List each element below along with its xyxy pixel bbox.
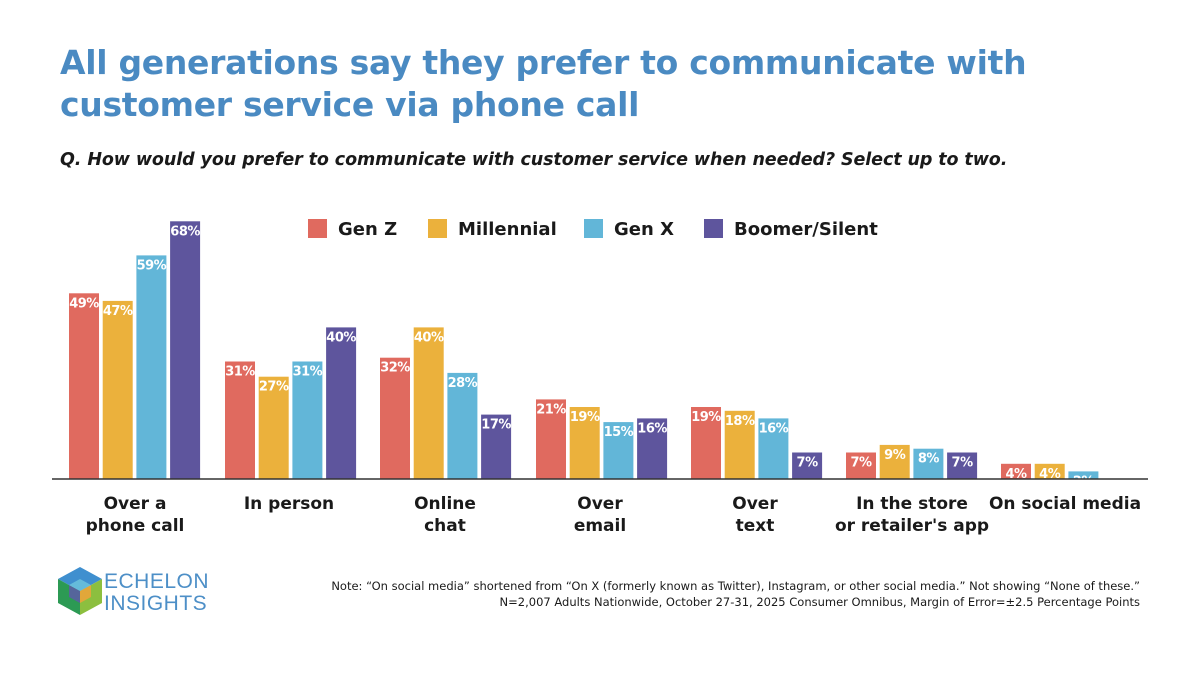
bar-value-label: 9% xyxy=(884,448,906,463)
bar xyxy=(792,452,823,479)
legend-swatch xyxy=(584,219,603,238)
logo-wordmark-line1: ECHELON xyxy=(104,570,210,593)
bar-value-label: 40% xyxy=(414,330,444,345)
bar xyxy=(136,255,167,479)
x-tick-label-line: or retailer's app xyxy=(835,516,989,536)
x-tick-label-line: Over a xyxy=(104,494,167,514)
bar xyxy=(481,414,512,479)
survey-question: Q. How would you prefer to communicate w… xyxy=(60,150,1008,170)
x-tick-label-line: Online xyxy=(414,494,476,514)
bar xyxy=(536,399,566,479)
bar-value-label: 68% xyxy=(170,224,200,239)
bar xyxy=(292,361,323,479)
x-tick-label-line: On social media xyxy=(989,494,1141,514)
chart-bars: 49% 47% 59% 68% 31% 27% 31% 40% 32% 40% 28% 17% 21% 1… xyxy=(69,221,1099,489)
bar xyxy=(846,452,876,479)
logo-wordmark-line2: INSIGHTS xyxy=(104,592,208,615)
bar xyxy=(913,448,944,479)
bar-value-label: 28% xyxy=(448,376,478,391)
bar xyxy=(637,418,668,479)
x-tick-label-line: text xyxy=(736,516,775,536)
x-tick-label-line: phone call xyxy=(86,516,185,536)
x-tick-label: Over email xyxy=(574,494,626,536)
bar-value-label: 7% xyxy=(797,456,819,471)
bar xyxy=(447,372,478,479)
x-tick-label: Online chat xyxy=(414,494,476,536)
bar xyxy=(758,418,789,479)
bar-value-label: 18% xyxy=(725,414,755,429)
bar xyxy=(691,407,721,479)
bar-value-label: 31% xyxy=(293,365,323,380)
x-tick-label: In person xyxy=(244,494,334,514)
x-tick-label: In the store or retailer's app xyxy=(835,494,989,536)
bar-value-label: 17% xyxy=(481,418,511,433)
bar-value-label: 40% xyxy=(326,330,356,345)
bar-value-label: 21% xyxy=(536,402,566,417)
bar xyxy=(380,357,410,479)
bar xyxy=(879,444,910,479)
bar-value-label: 4% xyxy=(1005,467,1027,482)
bar xyxy=(69,293,99,479)
bar xyxy=(413,327,444,479)
bar-value-label: 27% xyxy=(259,380,289,395)
legend-label: Gen Z xyxy=(338,219,397,240)
footnote: Note: “On social media” shortened from “… xyxy=(240,578,1140,610)
bar xyxy=(724,410,755,479)
bar xyxy=(225,361,255,479)
bar-value-label: 31% xyxy=(225,365,255,380)
bar-value-label: 4% xyxy=(1039,467,1061,482)
bar xyxy=(569,407,600,479)
x-tick-label-line: Over xyxy=(732,494,778,514)
x-tick-label: On social media xyxy=(989,494,1141,514)
legend-swatch xyxy=(704,219,723,238)
bar-value-label: 47% xyxy=(103,304,133,319)
bar-value-label: 7% xyxy=(952,456,974,471)
bar xyxy=(326,327,357,479)
bar xyxy=(258,376,289,479)
bar xyxy=(947,452,978,479)
bar xyxy=(1034,463,1065,479)
bar xyxy=(603,422,634,479)
x-tick-label-line: email xyxy=(574,516,626,536)
legend-label: Millennial xyxy=(458,219,557,240)
bar-value-label: 19% xyxy=(691,410,721,425)
x-tick-label: Over text xyxy=(732,494,778,536)
bar-value-label: 49% xyxy=(69,296,99,311)
bar-value-label: 7% xyxy=(850,456,872,471)
echelon-insights-logo-icon xyxy=(58,567,102,615)
chart-title: All generations say they prefer to commu… xyxy=(60,43,1027,124)
bar-value-label: 16% xyxy=(759,421,789,436)
bar-value-label: 2% xyxy=(1073,474,1095,489)
legend-swatch xyxy=(308,219,327,238)
legend-swatch xyxy=(428,219,447,238)
legend-label: Gen X xyxy=(614,219,674,240)
chart-legend: Gen Z Millennial Gen X Boomer/Silent xyxy=(308,219,878,240)
bar-value-label: 59% xyxy=(137,258,167,273)
bar-value-label: 32% xyxy=(380,361,410,376)
x-tick-label-line: Over xyxy=(577,494,623,514)
x-tick-label-line: In person xyxy=(244,494,334,514)
bar xyxy=(1001,463,1031,479)
footnote-line: Note: “On social media” shortened from “… xyxy=(331,579,1140,593)
x-tick-label-line: In the store xyxy=(856,494,968,514)
x-tick-label-line: chat xyxy=(424,516,466,536)
bar-value-label: 19% xyxy=(570,410,600,425)
bar xyxy=(102,300,133,479)
legend-label: Boomer/Silent xyxy=(734,219,878,240)
bar-value-label: 16% xyxy=(637,421,667,436)
bar-value-label: 15% xyxy=(604,425,634,440)
bar-value-label: 8% xyxy=(918,452,940,467)
footnote-line: N=2,007 Adults Nationwide, October 27-31… xyxy=(499,595,1140,609)
x-tick-label: Over a phone call xyxy=(86,494,185,536)
bar xyxy=(170,221,201,480)
bar xyxy=(1068,471,1099,479)
